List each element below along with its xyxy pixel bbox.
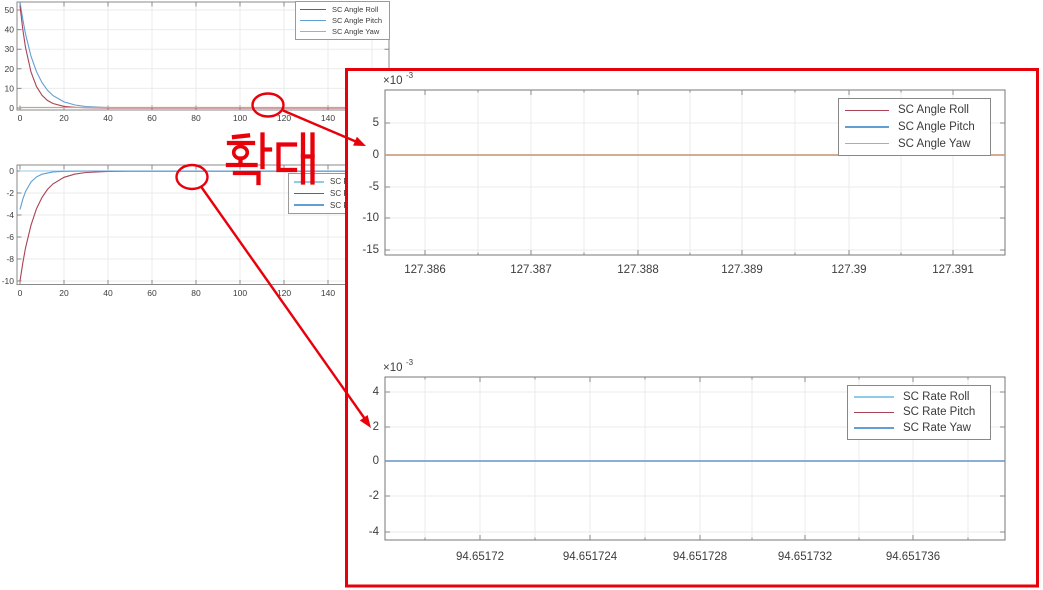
legend-line-sample (300, 19, 326, 22)
legend-item: SC Angle Roll (300, 5, 385, 14)
angle-overview-legend: SC Angle Roll SC Angle Pitch SC Angle Ya… (295, 1, 390, 40)
legend-label: SC Rate Yaw (903, 422, 971, 435)
rate-zoom-legend: SC Rate Roll SC Rate Pitch SC Rate Yaw (847, 385, 991, 440)
tick-label: 140 (321, 113, 335, 123)
angle-zoom-legend: SC Angle Roll SC Angle Pitch SC Angle Ya… (838, 98, 991, 156)
legend-label: SC Angle Pitch (898, 120, 975, 133)
tick-label: 0 (9, 103, 14, 113)
tick-label: -10 (2, 276, 15, 286)
tick-label: 50 (5, 5, 15, 15)
legend-line-sample (294, 181, 324, 183)
tick-label: 94.651732 (778, 551, 832, 563)
legend-item: SC Angle Pitch (300, 16, 385, 25)
tick-label: 80 (191, 288, 201, 298)
tick-label: 100 (233, 288, 247, 298)
tick-label: 127.387 (510, 264, 552, 276)
legend-line-sample (854, 396, 894, 398)
legend-label: SC Angle Roll (898, 104, 969, 117)
axes-box (16, 1, 390, 111)
tick-label: 127.39 (831, 264, 866, 276)
legend-item: SC Angle Yaw (300, 27, 385, 36)
tick-label: 127.386 (404, 264, 446, 276)
tick-label: 127.389 (721, 264, 763, 276)
legend-item: SC Rate Pitch (854, 406, 984, 418)
exponent-superscript: -3 (406, 358, 414, 367)
legend-line-sample (845, 126, 889, 128)
exponent-label: ×10 (383, 362, 403, 374)
legend-label: SC Angle Yaw (898, 137, 971, 150)
legend-line-sample (854, 411, 894, 414)
tick-label: 0 (373, 149, 379, 161)
tick-label: 127.391 (932, 264, 974, 276)
tick-label: 94.651736 (886, 551, 940, 563)
tick-label: 60 (147, 113, 157, 123)
tick-label: 10 (5, 83, 15, 93)
legend-line-sample (300, 8, 326, 11)
tick-label: -15 (362, 244, 379, 256)
tick-label: -6 (6, 232, 14, 242)
legend-line-sample (294, 204, 324, 206)
exponent-label: ×10 (383, 75, 403, 87)
tick-label: 40 (103, 288, 113, 298)
tick-label: 0 (373, 455, 379, 467)
gridlines (17, 2, 389, 110)
legend-item: SC Rate Yaw (854, 422, 984, 434)
legend-item: SC Angle Roll (845, 104, 984, 116)
tick-label: 40 (5, 25, 15, 35)
tick-label: 20 (5, 64, 15, 74)
series-angle-pitch (19, 2, 390, 109)
tick-label: -10 (362, 212, 379, 224)
tick-label: -5 (369, 181, 379, 193)
tick-label: 120 (277, 113, 291, 123)
tick-label: 20 (59, 113, 69, 123)
legend-line-sample (300, 30, 326, 33)
tick-label: -4 (369, 526, 380, 538)
tick-label: 0 (9, 166, 14, 176)
tick-label: 140 (321, 288, 335, 298)
legend-line-sample (294, 192, 324, 195)
legend-label: SC Rate Pitch (903, 406, 976, 419)
legend-label: SC Rate Roll (903, 390, 970, 403)
legend-line-sample (854, 427, 894, 429)
tick-label: -4 (6, 210, 14, 220)
legend-label: SC Angle Pitch (332, 16, 383, 25)
tick-label: 60 (147, 288, 157, 298)
tick-label: 100 (233, 113, 247, 123)
zoom-callout-panel: ×10 -3 5 0 -5 -10 -15 127.386 127.387 12… (345, 68, 1039, 587)
tick-label: 94.651724 (563, 551, 618, 563)
tick-label: -2 (6, 188, 14, 198)
tick-label: 120 (277, 288, 291, 298)
series-rate-yaw (19, 170, 389, 210)
legend-label: SC Angle Roll (332, 5, 379, 14)
tick-label: 30 (5, 44, 15, 54)
tick-label: 0 (18, 288, 23, 298)
tick-label: -8 (6, 254, 14, 264)
tick-label: 4 (373, 386, 380, 398)
tick-label: 94.651728 (673, 551, 727, 563)
legend-item: SC Angle Yaw (845, 138, 984, 150)
exponent-superscript: -3 (406, 71, 414, 80)
legend-line-sample (845, 142, 889, 145)
legend-label: SC Angle Yaw (332, 27, 380, 36)
legend-item: SC Angle Pitch (845, 121, 984, 133)
tick-label: -2 (369, 490, 379, 502)
tick-label: 0 (18, 113, 23, 123)
tick-label: 40 (103, 113, 113, 123)
tick-label: 2 (373, 421, 379, 433)
legend-item: SC Rate Roll (854, 391, 984, 403)
tick-label: 94.65172 (456, 551, 504, 563)
tick-label: 80 (191, 113, 201, 123)
tick-label: 20 (59, 288, 69, 298)
tick-label: 127.388 (617, 264, 659, 276)
tick-label: 5 (373, 117, 379, 129)
legend-line-sample (845, 109, 889, 112)
